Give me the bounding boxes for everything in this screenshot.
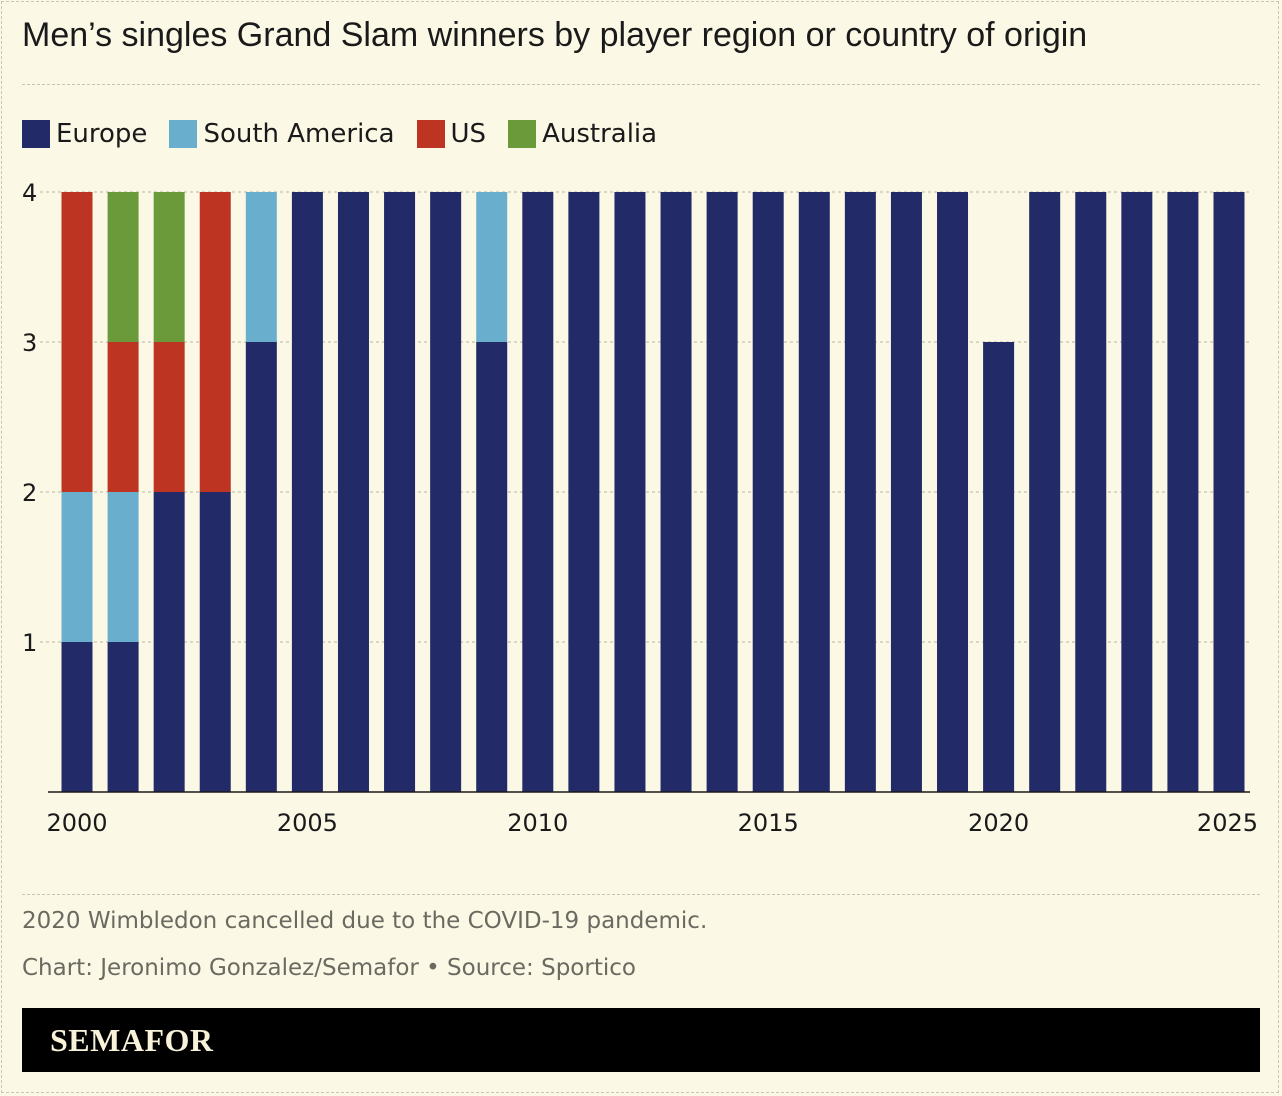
title-divider [22, 84, 1260, 85]
bar-us-2002 [153, 342, 185, 492]
stacked-bar-chart: 1 2 3 4 2000 2005 2010 2015 2020 2025 [22, 179, 1258, 837]
chart-title: Men’s singles Grand Slam winners by play… [22, 16, 1088, 54]
legend-label-us: US [450, 119, 487, 149]
bar-europe-2010 [522, 192, 554, 792]
y-tick-label: 3 [22, 329, 37, 357]
bar-europe-2004 [245, 342, 277, 792]
bar-europe-2002 [153, 492, 185, 792]
bar-europe-2011 [568, 192, 600, 792]
legend-swatch-australia [508, 120, 537, 148]
legend-item-us: US [416, 119, 487, 149]
brand-bar: SEMAFOR [22, 1008, 1260, 1072]
y-tick-label: 4 [22, 179, 37, 207]
footer-divider [22, 894, 1260, 895]
bar-south-america-2000 [61, 492, 93, 642]
brand-logo: SEMAFOR [50, 1022, 214, 1058]
bar-europe-2019 [937, 192, 969, 792]
bar-europe-2020 [983, 342, 1015, 792]
legend: Europe South America US Australia [22, 116, 679, 152]
x-tick-label: 2015 [738, 809, 799, 837]
bar-us-2000 [61, 192, 93, 492]
bar-us-2001 [107, 342, 139, 492]
bar-south-america-2001 [107, 492, 139, 642]
legend-item-south-america: South America [169, 119, 395, 149]
bar-europe-2017 [844, 192, 876, 792]
legend-swatch-south-america [169, 120, 198, 148]
bar-europe-2015 [752, 192, 784, 792]
bar-south-america-2009 [476, 192, 508, 342]
legend-label-south-america: South America [203, 119, 395, 149]
bar-europe-2024 [1167, 192, 1199, 792]
bar-europe-2013 [660, 192, 692, 792]
chart-credit: Chart: Jeronimo Gonzalez/Semafor • Sourc… [22, 955, 636, 981]
bar-australia-2001 [107, 192, 139, 342]
bar-europe-2016 [798, 192, 830, 792]
legend-label-europe: Europe [56, 119, 148, 149]
legend-label-australia: Australia [542, 119, 658, 149]
x-tick-label: 2000 [46, 809, 107, 837]
bar-europe-2022 [1075, 192, 1107, 792]
y-tick-label: 1 [22, 629, 37, 657]
bar-europe-2005 [291, 192, 323, 792]
bar-europe-2021 [1029, 192, 1061, 792]
bar-us-2003 [199, 192, 231, 492]
bar-europe-2006 [337, 192, 369, 792]
chart-note: 2020 Wimbledon cancelled due to the COVI… [22, 908, 708, 934]
legend-item-australia: Australia [508, 119, 657, 149]
bar-europe-2003 [199, 492, 231, 792]
y-tick-label: 2 [22, 479, 37, 507]
bar-europe-2023 [1121, 192, 1153, 792]
bar-europe-2001 [107, 642, 139, 792]
x-tick-label: 2005 [277, 809, 338, 837]
bar-europe-2018 [890, 192, 922, 792]
bar-europe-2000 [61, 642, 93, 792]
x-tick-label: 2020 [968, 809, 1029, 837]
bar-australia-2002 [153, 192, 185, 342]
bar-europe-2025 [1213, 192, 1245, 792]
bar-europe-2009 [476, 342, 508, 792]
bar-europe-2012 [614, 192, 646, 792]
bar-europe-2007 [384, 192, 416, 792]
x-tick-label: 2025 [1197, 809, 1258, 837]
bar-south-america-2004 [245, 192, 277, 342]
legend-item-europe: Europe [22, 119, 147, 149]
legend-swatch-europe [22, 120, 50, 148]
x-tick-label: 2010 [507, 809, 568, 837]
bar-europe-2008 [430, 192, 462, 792]
bar-europe-2014 [706, 192, 738, 792]
legend-swatch-us [416, 120, 445, 148]
